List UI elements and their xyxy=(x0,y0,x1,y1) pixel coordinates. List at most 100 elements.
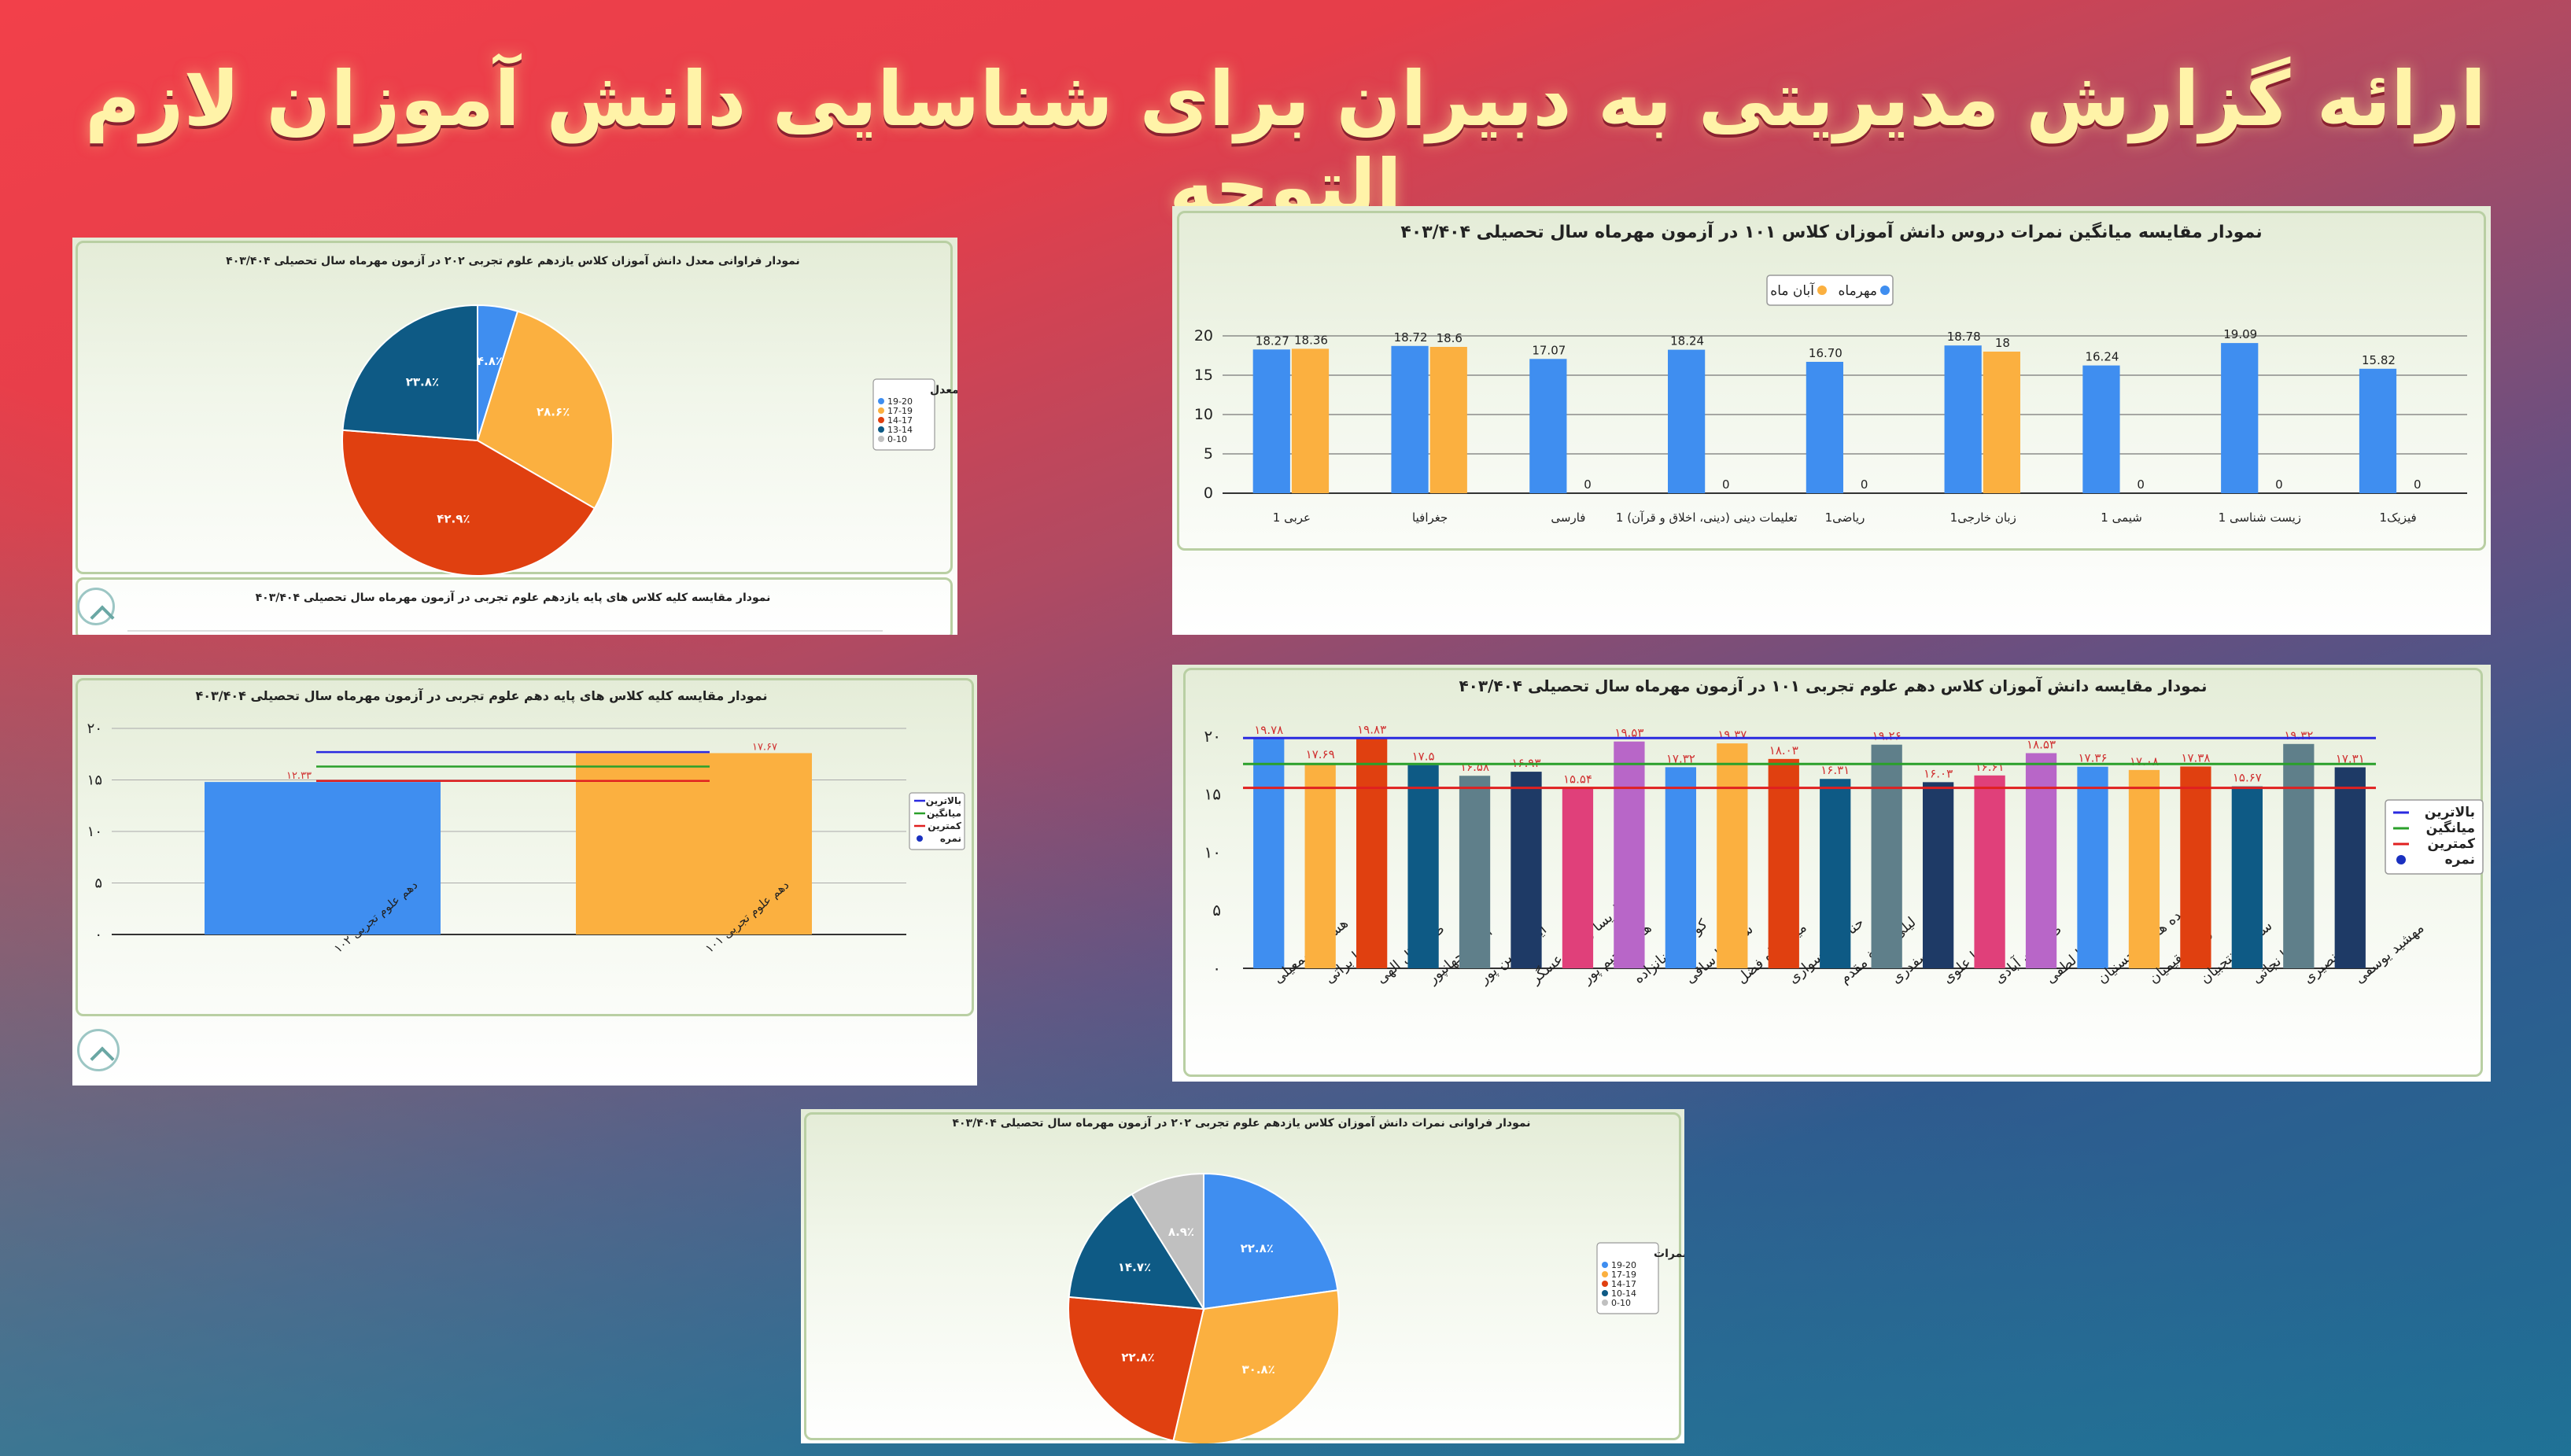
bar xyxy=(2334,767,2366,968)
y-tick-label: ۰ xyxy=(1212,959,1221,978)
bar xyxy=(1806,362,1843,493)
y-tick-label: 15 xyxy=(1194,367,1213,384)
data-label: 0 xyxy=(1584,477,1592,492)
pie-slice xyxy=(1172,1289,1340,1443)
bar xyxy=(1768,758,1799,968)
legend-marker xyxy=(878,407,884,414)
x-tick-label: فیزیک1 xyxy=(2380,511,2417,525)
data-label: 19.09 xyxy=(2223,327,2257,341)
pie-slice xyxy=(1068,1192,1205,1310)
data-label: 0 xyxy=(2414,477,2422,492)
bar xyxy=(2077,766,2108,968)
legend-box xyxy=(872,378,935,451)
x-tick-label: جغرافیا xyxy=(1412,511,1448,525)
y-tick-label: 20 xyxy=(1194,327,1213,345)
bar xyxy=(1562,787,1594,968)
legend-label: 0-10 xyxy=(887,434,907,444)
pie-panel-scores: نمودار فراوانی نمرات دانش آموزان کلاس یا… xyxy=(801,1109,1684,1443)
data-label: ۱۲.۳۳ xyxy=(286,770,312,782)
pie-chart-scores: نمودار فراوانی نمرات دانش آموزان کلاس یا… xyxy=(952,1115,1684,1443)
data-label: 15.82 xyxy=(2362,353,2396,367)
data-label: ۱۷.۶۹ xyxy=(1306,747,1335,761)
slice-label: ۱۴.۷٪ xyxy=(1118,1260,1151,1274)
bar xyxy=(1391,345,1429,493)
bar-panel-classes: نمودار مقایسه کلیه کلاس های پایه دهم علو… xyxy=(72,675,977,1086)
data-label: ۱۷.۶۷ xyxy=(752,741,777,753)
legend-label: 14-17 xyxy=(887,415,913,426)
slice-label: ۲۲.۸٪ xyxy=(1241,1241,1274,1255)
data-label: ۱۹.۳۷ xyxy=(1717,728,1747,742)
data-label: ۱۷.۳۸ xyxy=(2181,750,2210,765)
pie-chart-average: نمودار فراوانی معدل دانش آموزان کلاس یاز… xyxy=(127,253,957,632)
bar-chart-classes: نمودار مقایسه کلیه کلاس های پایه دهم علو… xyxy=(87,687,965,956)
data-label: ۱۸.۵۳ xyxy=(2027,737,2056,751)
legend-label: میانگین xyxy=(2426,820,2475,836)
data-label: 0 xyxy=(2275,477,2283,492)
bar xyxy=(1871,744,1902,968)
bar xyxy=(1614,741,1645,968)
data-label: ۱۷.۵ xyxy=(1412,750,1435,764)
page-title: ارائه گزارش مدیریتی به دبیران برای شناسا… xyxy=(84,55,2487,231)
bar xyxy=(2128,769,2160,968)
legend-label: بالاترین xyxy=(926,795,961,806)
data-label: ۱۶.۳۱ xyxy=(1820,763,1850,777)
bar-chart-subjects: نمودار مقایسه میانگین نمرات دروس دانش آم… xyxy=(1194,220,2467,525)
x-tick-label: زیست شناسی 1 xyxy=(2219,511,2301,525)
legend-label: نمره xyxy=(2445,852,2475,868)
legend-label: 17-19 xyxy=(1611,1270,1636,1280)
legend-marker xyxy=(1880,286,1890,295)
x-tick-label: شیمی 1 xyxy=(2101,511,2142,525)
pie-slice xyxy=(341,429,596,577)
legend-marker xyxy=(878,398,884,404)
data-label: 0 xyxy=(1861,477,1868,492)
y-tick-label: ۱۰ xyxy=(87,824,102,840)
bar xyxy=(1529,359,1567,493)
bar xyxy=(1291,348,1330,493)
bar-chart-students: نمودار مقایسه دانش آموزان کلاس دهم علوم … xyxy=(1204,676,2484,987)
collapse-toggle-icon[interactable] xyxy=(77,1029,120,1071)
bar xyxy=(1668,349,1706,493)
legend-label: کمترین xyxy=(2428,836,2476,852)
data-label: ۱۷.۳۶ xyxy=(2079,751,2108,765)
pie-slice xyxy=(476,310,614,510)
data-label: ۱۷.۰۸ xyxy=(2130,754,2159,769)
data-label: ۱۵.۶۷ xyxy=(2233,771,2262,785)
legend-label: 10-14 xyxy=(1611,1288,1636,1299)
y-tick-label: ۰ xyxy=(94,927,102,943)
data-label: 16.70 xyxy=(1809,346,1842,360)
chart-title: نمودار مقایسه دانش آموزان کلاس دهم علوم … xyxy=(1459,676,2207,695)
bar-panel-subjects: نمودار مقایسه میانگین نمرات دروس دانش آم… xyxy=(1172,206,2491,635)
y-tick-label: ۱۵ xyxy=(87,772,102,789)
bar xyxy=(1974,775,2005,968)
data-label: 18.27 xyxy=(1256,334,1289,348)
legend-label: مهرماه xyxy=(1838,283,1877,299)
data-label: 16.24 xyxy=(2085,350,2119,364)
collapse-toggle-icon[interactable] xyxy=(77,588,115,625)
x-tick-label: تعلیمات دینی (دینی، اخلاق و قرآن) 1 xyxy=(1616,511,1798,525)
slice-label: ۴.۸٪ xyxy=(477,354,503,368)
slice-label: ۲۲.۸٪ xyxy=(1121,1351,1154,1365)
data-label: ۱۶.۰۳ xyxy=(1924,766,1953,780)
y-tick-label: ۵ xyxy=(94,875,102,892)
data-label: ۱۹.۳۲ xyxy=(2284,728,2313,743)
legend-label: میانگین xyxy=(927,808,961,819)
data-label: ۱۹.۸۳ xyxy=(1357,722,1386,736)
bar xyxy=(1820,779,1851,968)
chart-title: نمودار فراوانی معدل دانش آموزان کلاس یاز… xyxy=(226,253,800,267)
legend-box xyxy=(1766,275,1894,306)
pie-slice xyxy=(1068,1296,1205,1442)
legend-box xyxy=(2385,799,2484,875)
data-label: ۱۶.۶۱ xyxy=(1975,760,2005,774)
y-tick-label: ۵ xyxy=(1212,901,1221,920)
y-tick-label: ۱۰ xyxy=(1204,842,1221,861)
data-label: 18.24 xyxy=(1670,334,1704,348)
legend-marker xyxy=(1602,1299,1608,1306)
data-label: ۱۸.۰۳ xyxy=(1769,743,1798,757)
x-tick-label: فارسی xyxy=(1551,511,1585,525)
y-tick-label: 0 xyxy=(1204,485,1213,502)
data-label: ۱۷.۳۱ xyxy=(2336,751,2365,765)
x-tick-label: عربی 1 xyxy=(1273,511,1311,525)
legend-title: بازه معدل xyxy=(930,384,957,396)
data-label: 18.72 xyxy=(1394,330,1428,345)
data-label: 18.6 xyxy=(1437,331,1463,345)
